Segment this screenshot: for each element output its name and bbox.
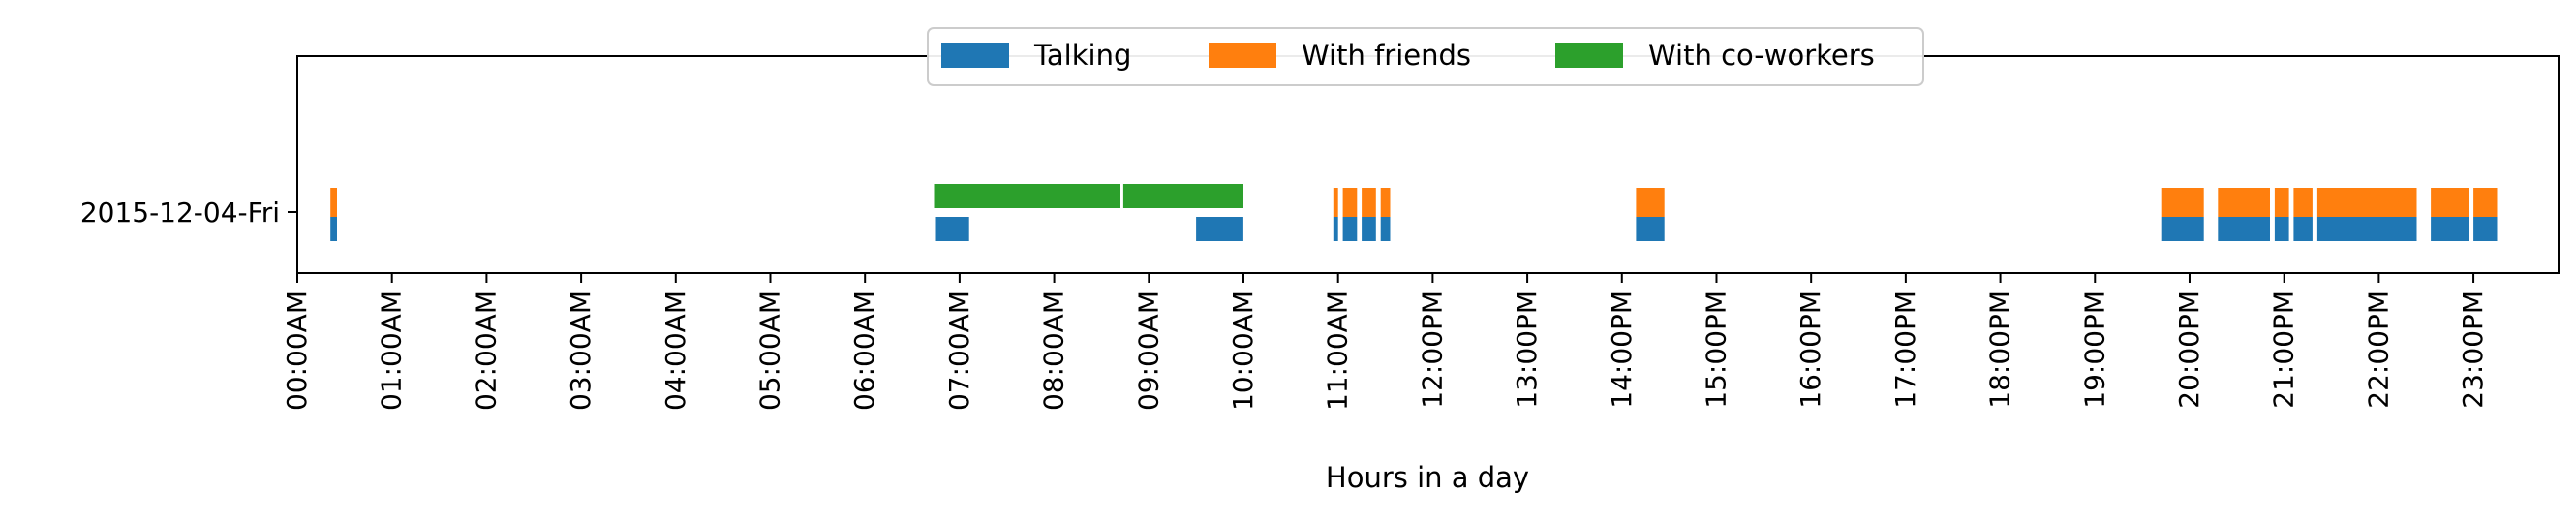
segment-talking-12 — [2316, 217, 2417, 241]
x-tick-label-4: 04:00AM — [659, 291, 691, 411]
segment-talking-9 — [2218, 217, 2270, 241]
segment-talking-5 — [1362, 217, 1376, 241]
segment-talking-8 — [2161, 217, 2204, 241]
y-axis-ticks: 2015-12-04-Fri — [80, 197, 297, 229]
segment-with-co-workers-1 — [1122, 184, 1243, 208]
x-tick-label-5: 05:00AM — [753, 291, 785, 411]
segment-with-friends-10 — [2316, 188, 2417, 217]
legend-label-2: With co-workers — [1648, 39, 1875, 72]
x-tick-label-20: 20:00PM — [2173, 291, 2205, 409]
segment-with-co-workers-0 — [934, 184, 1120, 208]
segment-talking-10 — [2274, 217, 2289, 241]
legend-swatch-1 — [1209, 43, 1276, 68]
segment-with-friends-2 — [1342, 188, 1358, 217]
segment-with-friends-4 — [1380, 188, 1391, 217]
segment-talking-2 — [1196, 217, 1243, 241]
segment-with-friends-6 — [2161, 188, 2204, 217]
chart-marks — [330, 184, 2498, 241]
segment-talking-13 — [2431, 217, 2469, 241]
segment-with-friends-3 — [1362, 188, 1376, 217]
x-tick-label-17: 17:00PM — [1889, 291, 1921, 409]
x-tick-label-23: 23:00PM — [2457, 291, 2489, 409]
x-axis-label: Hours in a day — [1326, 461, 1529, 494]
y-tick-label-0: 2015-12-04-Fri — [80, 197, 280, 229]
x-tick-label-15: 15:00PM — [1700, 291, 1732, 409]
legend-label-0: Talking — [1033, 39, 1131, 72]
legend-swatch-0 — [941, 43, 1009, 68]
x-tick-label-13: 13:00PM — [1511, 291, 1543, 409]
x-tick-label-2: 02:00AM — [470, 291, 502, 411]
x-tick-label-16: 16:00PM — [1794, 291, 1826, 409]
legend-box — [927, 27, 1924, 86]
legend: Talking With friends With co-workers — [927, 27, 1924, 86]
x-tick-label-0: 00:00AM — [281, 291, 313, 411]
x-tick-label-18: 18:00PM — [1984, 291, 2016, 409]
segment-talking-11 — [2293, 217, 2313, 241]
x-tick-label-6: 06:00AM — [848, 291, 880, 411]
x-tick-label-7: 07:00AM — [943, 291, 975, 411]
segment-talking-0 — [330, 217, 337, 241]
x-tick-label-21: 21:00PM — [2268, 291, 2300, 409]
segment-with-friends-1 — [1333, 188, 1338, 217]
x-tick-label-11: 11:00AM — [1322, 291, 1354, 411]
segment-with-friends-9 — [2293, 188, 2313, 217]
segment-with-friends-8 — [2274, 188, 2289, 217]
x-tick-label-22: 22:00PM — [2362, 291, 2394, 409]
x-axis-ticks: 00:00AM 01:00AM 02:00AM 03:00AM 04:00AM 05:00… — [281, 273, 2489, 411]
segment-talking-4 — [1342, 217, 1358, 241]
segment-talking-1 — [935, 217, 969, 241]
x-tick-label-8: 08:00AM — [1038, 291, 1070, 411]
x-tick-label-19: 19:00PM — [2078, 291, 2110, 409]
legend-swatch-2 — [1555, 43, 1623, 68]
segment-with-friends-0 — [330, 188, 337, 217]
x-tick-label-12: 12:00PM — [1416, 291, 1448, 409]
segment-with-friends-12 — [2473, 188, 2498, 217]
x-tick-label-10: 10:00AM — [1227, 291, 1259, 411]
segment-talking-14 — [2473, 217, 2498, 241]
x-tick-label-14: 14:00PM — [1606, 291, 1638, 409]
x-tick-label-1: 01:00AM — [376, 291, 408, 411]
segment-talking-3 — [1333, 217, 1338, 241]
segment-with-friends-7 — [2218, 188, 2270, 217]
x-tick-label-3: 03:00AM — [565, 291, 597, 411]
segment-talking-7 — [1636, 217, 1665, 241]
x-tick-label-9: 09:00AM — [1132, 291, 1164, 411]
segment-with-friends-11 — [2431, 188, 2469, 217]
segment-with-friends-5 — [1636, 188, 1665, 217]
segment-talking-6 — [1380, 217, 1391, 241]
legend-label-1: With friends — [1302, 39, 1471, 72]
